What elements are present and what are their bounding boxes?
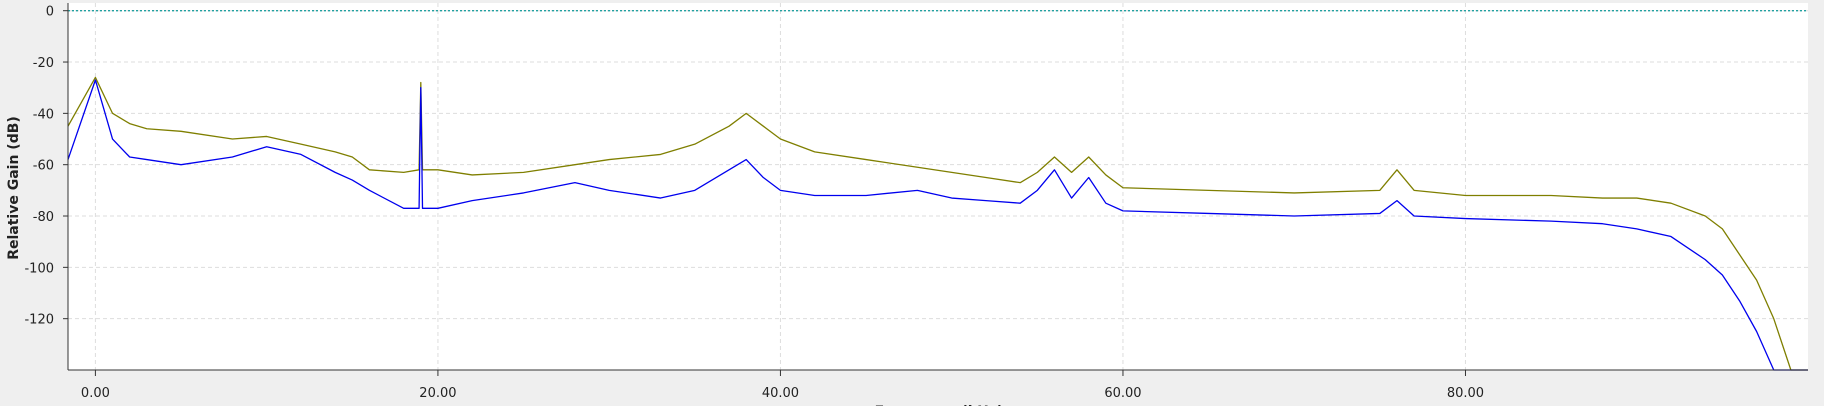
y-tick-label: -60 xyxy=(33,159,54,174)
y-tick-label: -100 xyxy=(24,261,54,276)
plot-area xyxy=(68,3,1808,370)
x-axis-title: Frequency (kHz) xyxy=(875,404,1004,406)
y-tick-label: -40 xyxy=(33,107,54,122)
x-tick-label: 60.00 xyxy=(1104,386,1141,401)
x-tick-label: 0.00 xyxy=(81,386,110,401)
y-tick-label: -80 xyxy=(33,210,54,225)
x-tick-label: 20.00 xyxy=(419,386,456,401)
series-line xyxy=(67,76,1808,371)
y-axis-title: Relative Gain (dB) xyxy=(6,116,22,260)
y-tick-label: -120 xyxy=(24,313,54,328)
series-line xyxy=(67,79,1808,371)
y-tick-label: -20 xyxy=(33,56,54,71)
y-tick-label: 0 xyxy=(46,5,54,20)
x-tick-label: 40.00 xyxy=(762,386,799,401)
x-tick-label: 80.00 xyxy=(1447,386,1484,401)
